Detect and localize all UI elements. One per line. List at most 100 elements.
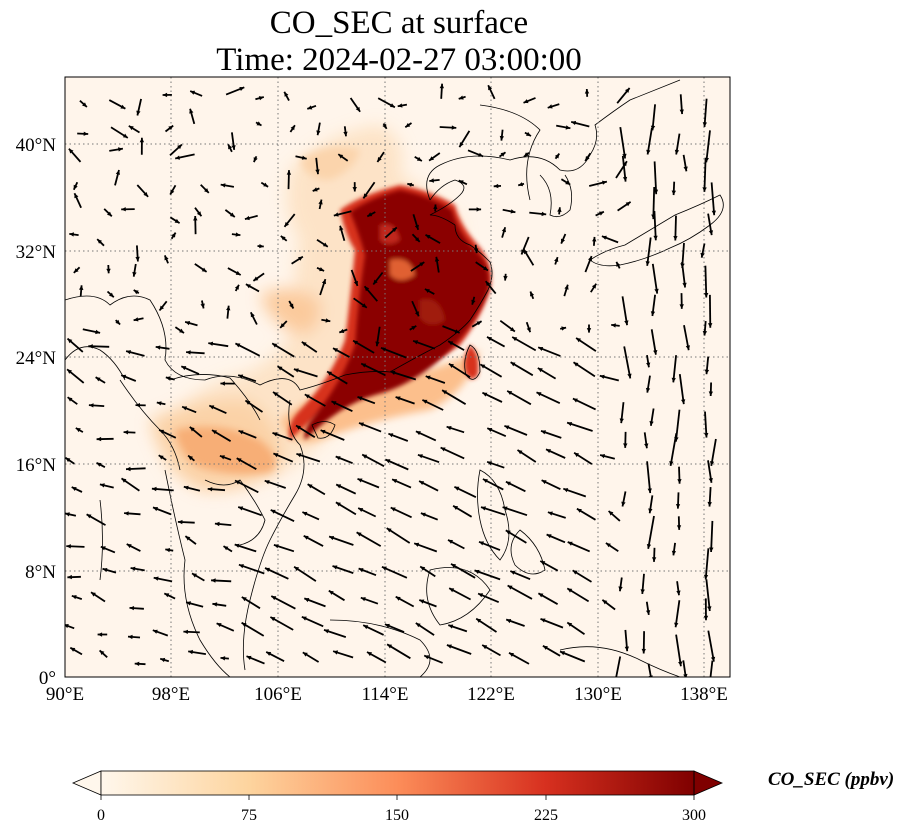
wind-arrow — [619, 126, 626, 159]
wind-arrow-head — [298, 256, 303, 261]
wind-arrow-head — [476, 207, 482, 212]
lat-tick: 40°N — [16, 135, 57, 156]
wind-arrow-head — [676, 525, 682, 530]
wind-arrow-head — [560, 651, 565, 656]
wind-arrow-head — [99, 650, 105, 655]
wind-arrow-head — [483, 266, 488, 271]
wind-arrow-head — [683, 673, 688, 677]
wind-arrow-head — [424, 289, 430, 293]
lon-tick: 106°E — [254, 684, 302, 705]
wind-arrow — [653, 210, 657, 241]
wind-arrow-head — [707, 606, 712, 611]
wind-arrow-head — [164, 593, 170, 598]
wind-arrow-head — [650, 311, 656, 316]
wind-arrow — [653, 161, 658, 195]
wind-arrow-head — [115, 319, 121, 325]
colorbar-tick: 0 — [97, 807, 105, 824]
wind-arrow-head — [673, 236, 678, 241]
colorbar-tick: 75 — [241, 807, 257, 824]
lat-tick: 0° — [39, 668, 56, 689]
wind-arrow-head — [546, 449, 551, 454]
wind-arrow-head — [482, 479, 488, 483]
wind-arrow-head — [235, 232, 241, 237]
wind-arrow-head — [703, 574, 709, 580]
wind-arrow — [710, 182, 716, 216]
wind-arrow-head — [646, 544, 652, 549]
wind-arrow-head — [624, 320, 629, 326]
wind-arrow-head — [478, 593, 484, 598]
wind-arrow-head — [115, 170, 120, 175]
wind-arrow-head — [601, 235, 607, 240]
wind-arrow-head — [429, 156, 434, 161]
wind-arrow-head — [238, 374, 244, 379]
wind-arrow-head — [65, 512, 70, 517]
wind-arrow-head — [602, 599, 608, 605]
wind-arrow-head — [68, 148, 74, 154]
colorbar: 0 75 150 225 300 — [71, 770, 724, 824]
wind-arrow-head — [653, 350, 658, 355]
wind-arrow-head — [700, 252, 705, 258]
wind-arrow-head — [264, 480, 270, 485]
wind-arrow-head — [622, 161, 627, 167]
wind-arrow-head — [286, 170, 292, 175]
wind-arrow-head — [387, 644, 393, 649]
wind-arrow-head — [481, 506, 486, 511]
wind-arrow-head — [390, 370, 396, 375]
wind-arrow-head — [164, 255, 169, 261]
wind-arrow-head — [67, 369, 72, 374]
wind-arrow-head — [132, 271, 137, 277]
wind-arrow-head — [258, 96, 264, 101]
wind-arrow-head — [708, 478, 713, 483]
wind-arrow-head — [448, 363, 454, 368]
wind-arrow-head — [446, 426, 452, 431]
wind-arrow-head — [120, 104, 126, 109]
wind-arrow-head — [576, 338, 581, 343]
wind-arrow-head — [585, 156, 590, 161]
wind-arrow-head — [678, 661, 683, 667]
wind-arrow — [705, 130, 711, 163]
wind-arrow-head — [608, 511, 614, 516]
wind-arrow-head — [223, 546, 229, 551]
wind-arrow-head — [231, 145, 236, 150]
wind-arrow-head — [510, 570, 516, 575]
wind-arrow-head — [192, 573, 197, 578]
wind-arrow-head — [451, 125, 457, 130]
wind-arrow-head — [414, 542, 420, 547]
wind-arrow-head — [474, 569, 480, 574]
wind-arrow-head — [510, 362, 516, 367]
wind-arrow-head — [209, 405, 215, 410]
wind-arrow-head — [316, 130, 321, 136]
wind-arrow-head — [541, 430, 546, 435]
wind-arrow-head — [509, 652, 514, 657]
wind-arrow-head — [454, 329, 460, 334]
wind-arrow-head — [649, 421, 654, 426]
wind-arrow-head — [605, 543, 611, 548]
wind-arrow-head — [645, 387, 651, 393]
wind-arrow-head — [353, 280, 358, 286]
wind-arrow-head — [265, 567, 270, 572]
wind-arrow-head — [425, 234, 431, 239]
wind-arrow-head — [709, 461, 715, 466]
wind-arrow-head — [448, 624, 454, 629]
wind-arrow-head — [185, 321, 191, 326]
wind-arrow-head — [536, 392, 542, 397]
wind-arrow-head — [557, 207, 562, 212]
wind-arrow-head — [241, 597, 247, 602]
wind-arrow-head — [175, 155, 180, 160]
wind-arrow-head — [364, 286, 370, 292]
wind-arrow-head — [487, 336, 492, 341]
wind-arrow-head — [99, 483, 105, 488]
wind-arrow-head — [253, 157, 258, 163]
wind-arrow-head — [669, 461, 674, 466]
wind-arrow-head — [250, 312, 255, 318]
wind-arrow-head — [97, 239, 102, 244]
wind-arrow-head — [301, 341, 307, 347]
wind-arrow — [234, 342, 261, 357]
wind-arrow-head — [482, 392, 488, 397]
wind-arrow-head — [429, 178, 434, 183]
wind-arrow-head — [415, 237, 420, 242]
colorbar-gradient — [101, 771, 694, 795]
lon-tick: 90°E — [46, 684, 84, 705]
wind-arrow-head — [359, 422, 364, 427]
map-title: CO_SEC at surface — [269, 5, 529, 41]
